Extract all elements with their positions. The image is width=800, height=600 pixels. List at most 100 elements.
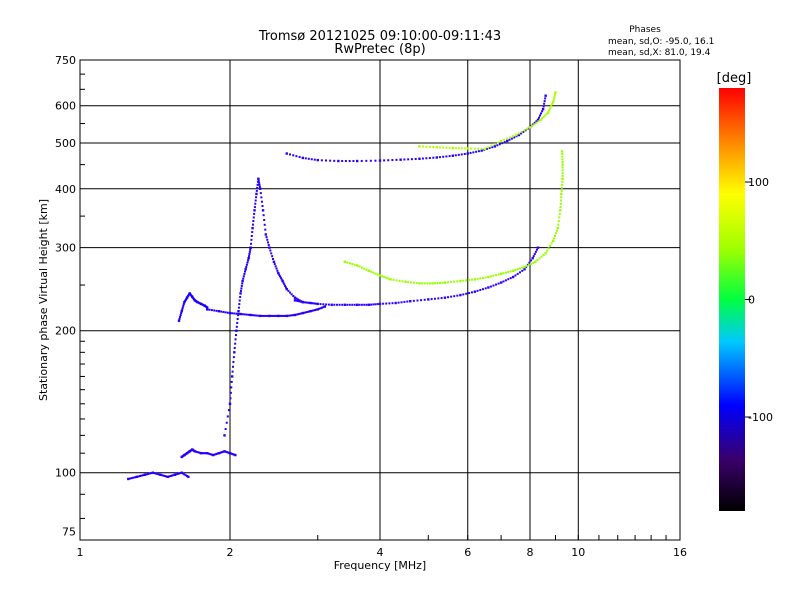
data-point [383,159,386,162]
data-point [560,186,563,189]
data-point [418,282,421,285]
data-point [228,402,232,405]
data-point [372,271,375,274]
data-point [240,287,243,290]
data-point [295,313,298,316]
data-point [421,282,424,285]
data-point [229,397,232,400]
data-point [502,272,505,275]
data-point [552,99,555,102]
data-point [270,314,273,317]
data-point [168,475,171,478]
data-point [473,290,477,293]
data-point [273,314,276,317]
data-point [239,295,242,298]
data-point [266,314,269,317]
data-point [517,132,520,135]
data-point [516,272,519,275]
data-point [499,139,503,143]
data-point [423,282,426,285]
data-point [304,157,307,160]
data-point [346,261,349,264]
data-point [479,289,482,292]
data-point [249,248,252,251]
data-point [498,143,501,146]
data-point [360,266,363,269]
data-point [177,472,180,475]
data-point [550,242,553,245]
data-point [257,314,260,317]
data-point [557,220,560,223]
x-tick-label: 1 [77,546,84,559]
data-point [438,146,441,149]
data-point [560,196,563,199]
data-point [241,313,244,316]
data-point [329,159,332,162]
data-point [489,275,492,278]
colorbar-tick-label: 100 [748,176,769,189]
data-point [365,303,368,306]
data-point [459,279,462,283]
data-point [531,256,534,260]
phases-x-stats: mean, sd,X: 81.0, 19.4 [608,48,711,58]
data-point [265,236,268,239]
data-point [231,452,234,455]
data-point [213,453,216,456]
data-point [480,149,483,152]
data-point [404,280,407,283]
phases-o-stats: mean, sd,O: -95.0, 16.1 [608,37,714,47]
data-point [530,259,533,262]
data-point [207,452,210,455]
data-point [231,370,234,373]
data-point [546,249,549,252]
data-point [487,286,490,289]
data-point [530,262,533,265]
data-point [526,127,529,130]
data-point [550,105,553,108]
data-point [542,115,545,118]
data-point [307,301,310,304]
data-point [259,314,262,318]
data-point [256,183,259,186]
data-point [159,473,162,476]
data-point [251,314,254,317]
data-point [547,247,550,250]
data-point [184,474,187,477]
data-point [389,278,392,281]
data-point [325,303,328,306]
data-point [130,477,133,480]
data-point [505,139,509,143]
data-point [266,238,269,241]
data-point [298,156,301,159]
data-point [521,266,524,269]
data-point [226,451,229,454]
data-point [363,267,366,270]
data-point [477,147,480,150]
data-point [217,451,221,455]
data-point [264,314,267,317]
data-point [415,282,418,285]
data-point [541,117,544,120]
data-point [282,314,285,317]
data-point [151,471,155,474]
data-point [253,212,256,215]
data-point [312,309,315,312]
data-point [255,192,258,196]
data-point [360,303,363,306]
data-point [261,314,264,317]
data-point [310,158,313,161]
data-point [195,450,198,453]
data-point [249,246,252,249]
data-point [423,298,426,301]
data-point [443,296,447,299]
data-point [213,309,216,312]
data-point [541,107,545,111]
data-point [544,114,547,117]
data-point [558,216,561,219]
data-point [541,110,544,113]
data-point [250,234,253,237]
data-point [516,268,519,271]
data-point [491,146,494,149]
data-point [517,133,521,137]
